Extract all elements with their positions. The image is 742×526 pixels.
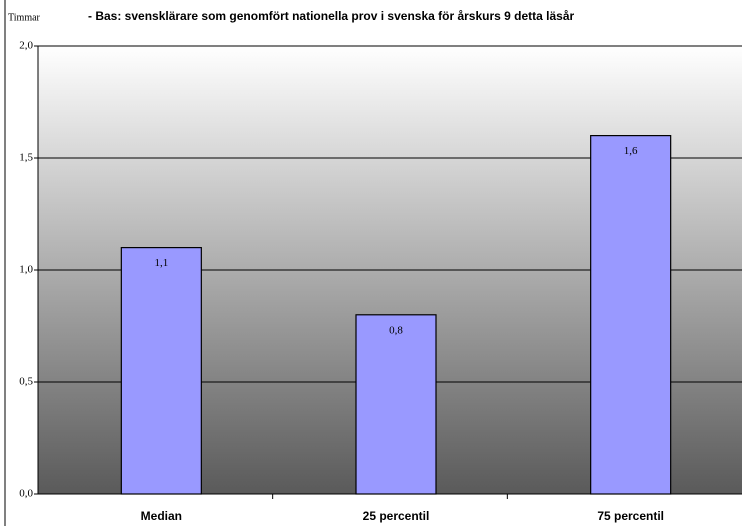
y-tick-label: 2,0 xyxy=(19,40,33,52)
x-tick-label: Median xyxy=(141,509,182,523)
y-tick-label: 0,5 xyxy=(19,376,33,388)
chart-title: - Bas: svensklärare som genomfört nation… xyxy=(88,9,575,23)
x-tick-label: 75 percentil xyxy=(597,509,664,523)
x-tick-label: 25 percentil xyxy=(363,509,430,523)
y-tick-label: 0,0 xyxy=(19,488,33,500)
bar xyxy=(590,135,672,495)
bar xyxy=(120,247,202,495)
bar xyxy=(355,314,437,495)
data-label: 0,8 xyxy=(389,324,403,336)
y-tick-label: 1,5 xyxy=(19,152,33,164)
y-axis-label: Timmar xyxy=(8,12,41,23)
y-tick-label: 1,0 xyxy=(19,264,33,276)
data-label: 1,6 xyxy=(624,145,638,157)
data-label: 1,1 xyxy=(154,257,168,269)
